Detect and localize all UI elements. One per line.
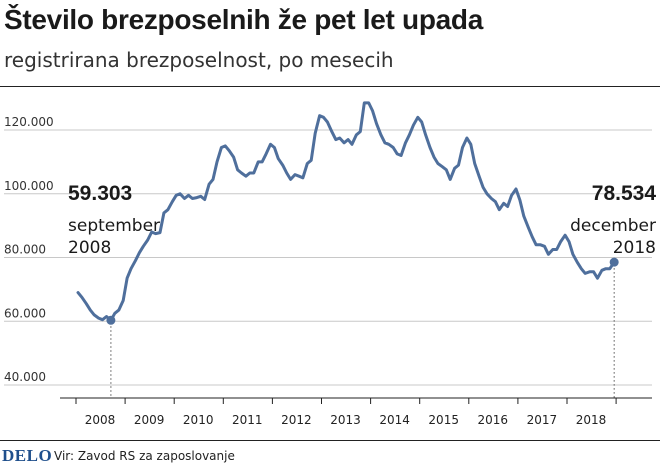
x-tick-label: 2012 bbox=[281, 413, 312, 427]
page-subtitle: registrirana brezposelnost, po mesecih bbox=[4, 48, 394, 72]
series-line bbox=[76, 101, 616, 322]
y-tick-label: 80.000 bbox=[4, 243, 46, 257]
x-tick-label: 2015 bbox=[428, 413, 459, 427]
annotation-value: 78.534 bbox=[592, 182, 657, 205]
page-title: Število brezposelnih že pet let upada bbox=[4, 4, 483, 35]
x-tick-label: 2011 bbox=[232, 413, 263, 427]
annotation-marker bbox=[609, 257, 619, 267]
x-tick-label: 2016 bbox=[478, 413, 509, 427]
top-divider bbox=[0, 86, 660, 87]
annotation-year: 2008 bbox=[68, 238, 111, 258]
annotation-year: 2018 bbox=[613, 238, 656, 258]
bottom-divider bbox=[0, 440, 660, 441]
x-tick-label: 2010 bbox=[183, 413, 214, 427]
y-tick-label: 60.000 bbox=[4, 306, 46, 320]
annotation-value: 59.303 bbox=[68, 182, 132, 205]
footer: DELO Vir: Zavod RS za zaposlovanje bbox=[0, 446, 660, 468]
source-note: Vir: Zavod RS za zaposlovanje bbox=[54, 449, 235, 463]
x-tick-label: 2013 bbox=[330, 413, 361, 427]
x-tick-label: 2014 bbox=[379, 413, 410, 427]
x-tick-label: 2017 bbox=[527, 413, 558, 427]
brand-logo: DELO bbox=[2, 446, 53, 465]
x-tick-label: 2008 bbox=[85, 413, 116, 427]
annotation-month: september bbox=[68, 216, 160, 236]
y-tick-label: 120.000 bbox=[4, 115, 54, 129]
y-tick-label: 40.000 bbox=[4, 370, 46, 384]
x-tick-label: 2009 bbox=[134, 413, 165, 427]
annotation-marker bbox=[106, 315, 116, 325]
y-tick-label: 100.000 bbox=[4, 179, 54, 193]
x-tick-label: 2018 bbox=[576, 413, 607, 427]
annotation-month: december bbox=[570, 216, 656, 236]
line-chart: 40.000 60.000 80.000 100.000 120.000 2008 2009… bbox=[4, 101, 657, 427]
